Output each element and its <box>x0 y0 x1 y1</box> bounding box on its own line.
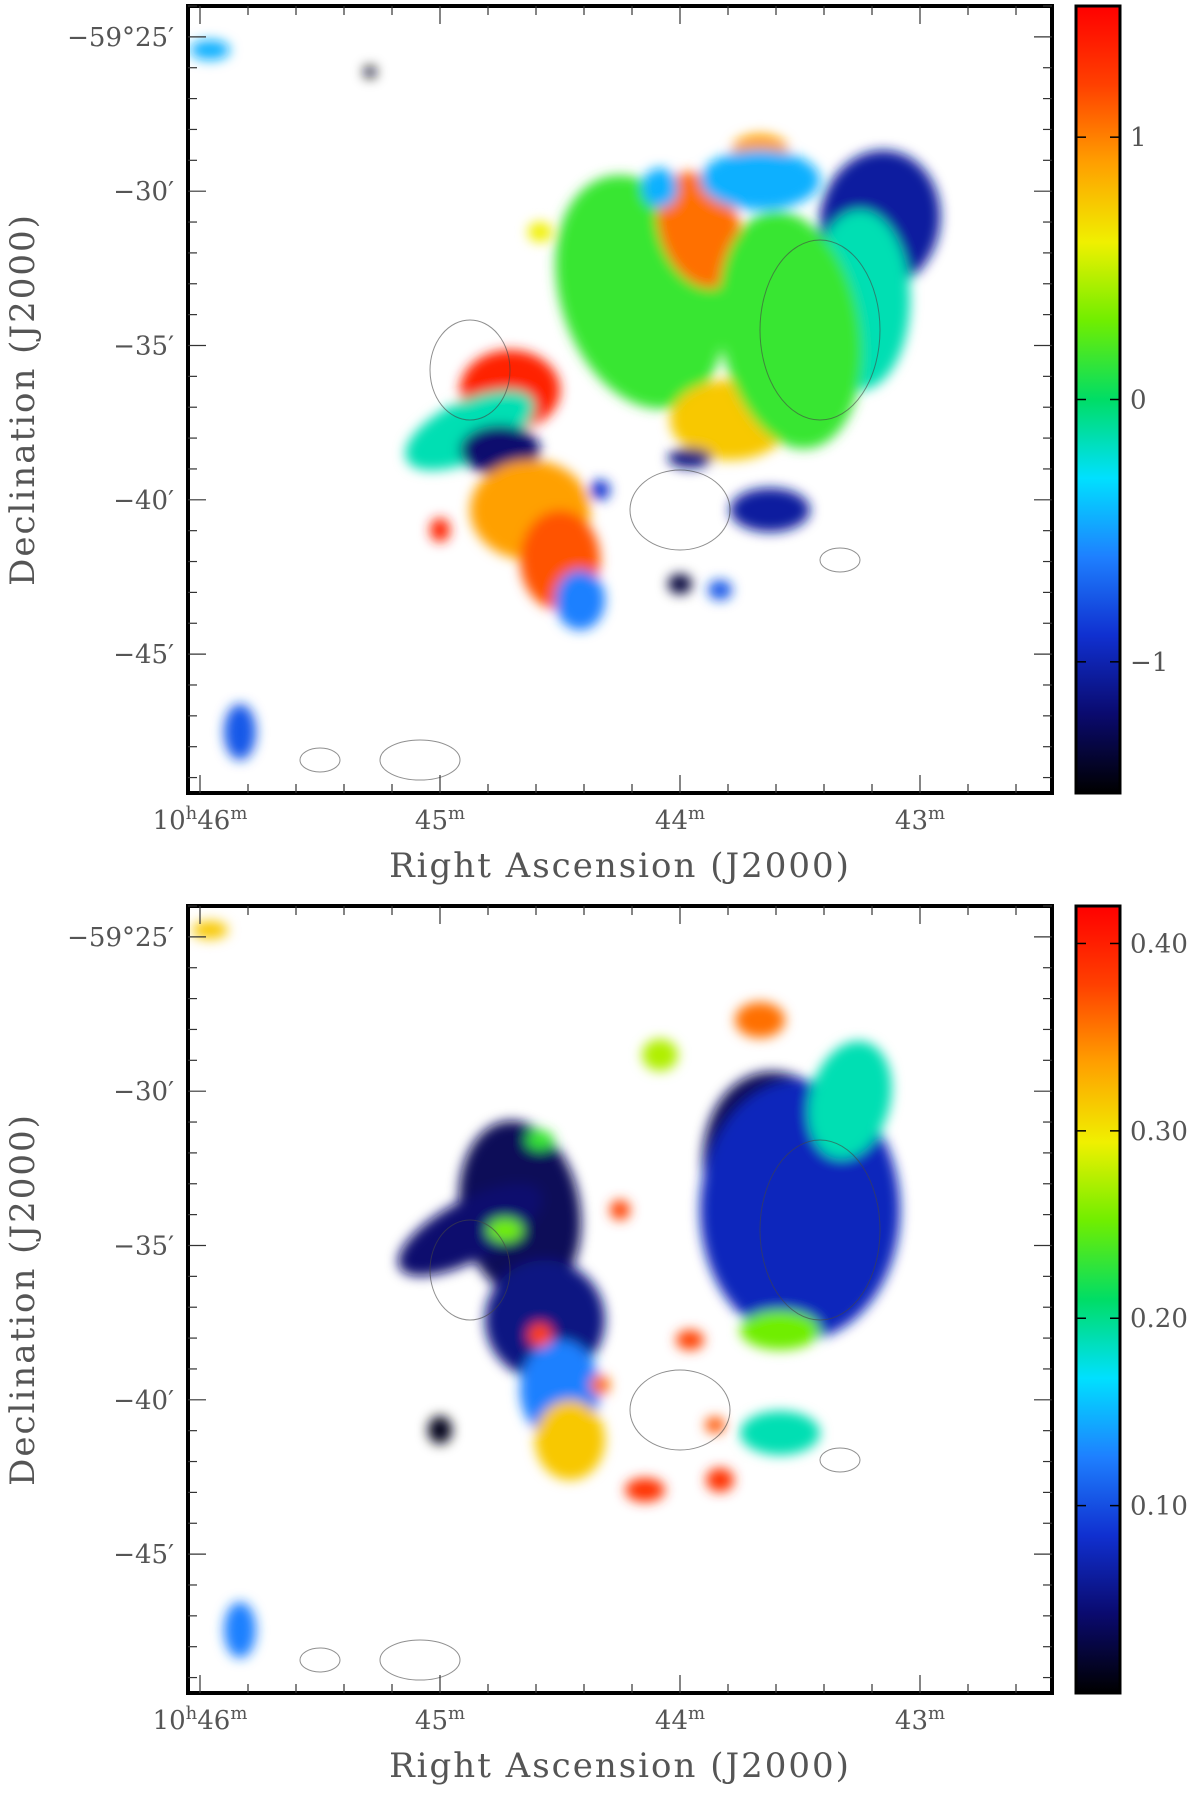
emission-region <box>397 1184 543 1276</box>
x-tick-label: 10h46m <box>153 1703 248 1736</box>
y-tick-label: −59°25′ <box>67 23 174 53</box>
y-tick-label: −35′ <box>113 331 174 361</box>
x-tick-label: 44m <box>655 803 705 836</box>
contour-line <box>429 319 511 421</box>
colorbar-tick-label: 0 <box>1130 386 1147 416</box>
emission-region <box>700 150 820 210</box>
plot-frame <box>186 4 1054 795</box>
x-axis-label: Right Ascension (J2000) <box>389 1746 851 1786</box>
y-tick-label: −30′ <box>113 1077 174 1107</box>
y-tick-label: −35′ <box>113 1231 174 1261</box>
map-background <box>188 906 1052 1693</box>
emission-region <box>528 222 552 242</box>
emission-region <box>740 1310 820 1350</box>
emission-region <box>642 168 678 208</box>
contour-line <box>819 547 861 573</box>
y-tick-label: −59°25′ <box>67 923 174 953</box>
y-tick-label: −30′ <box>113 177 174 207</box>
emission-region <box>642 1039 678 1071</box>
contour-line <box>299 747 341 773</box>
emission-region <box>190 40 230 60</box>
emission-region <box>405 389 535 471</box>
x-axis-label: Right Ascension (J2000) <box>389 846 851 886</box>
top-panel: −59°25′ −30′ −35′ −40′ −45′ 10h46m 45m 44m 43m Ri… <box>0 0 1200 900</box>
contour-line <box>629 1369 731 1451</box>
bottom-panel: −59°25′ −30′ −35′ −40′ −45′ 10h46m 45m 44m 43m Ri… <box>0 900 1200 1800</box>
emission-region <box>808 1041 892 1159</box>
x-tick-label: 45m <box>415 803 465 836</box>
colorbar-tick-label: 0.40 <box>1130 929 1188 959</box>
contour-line <box>379 1639 461 1681</box>
y-tick-label: −45′ <box>113 640 174 670</box>
emission-region <box>364 66 376 78</box>
emission-region <box>590 480 610 500</box>
x-tick-label: 43m <box>895 803 945 836</box>
colorbar-tick-label: 0.10 <box>1130 1492 1188 1522</box>
emission-region <box>224 1602 256 1658</box>
emission-region <box>590 1375 610 1395</box>
y-axis-label: Declination (J2000) <box>3 213 43 586</box>
contour-line <box>629 469 731 551</box>
emission-region <box>708 580 732 600</box>
emission-region <box>428 1416 452 1444</box>
colorbar-tick-label: 0.30 <box>1130 1117 1188 1147</box>
contour-line <box>759 1139 881 1321</box>
x-tick-label: 44m <box>655 1703 705 1736</box>
emission-region <box>730 488 810 532</box>
y-tick-label: −40′ <box>113 486 174 516</box>
emission-region <box>526 1130 554 1150</box>
emission-layer <box>192 921 900 1681</box>
emission-layer <box>190 40 941 781</box>
contour-line <box>819 1447 861 1473</box>
emission-region <box>735 1002 785 1038</box>
colorbar-tick-label: −1 <box>1130 648 1168 678</box>
colorbar-tick-label: 1 <box>1130 123 1147 153</box>
colorbar-tick-label: 0.20 <box>1130 1304 1188 1334</box>
emission-region <box>535 1400 605 1480</box>
emission-region <box>676 1330 704 1350</box>
contour-line <box>379 739 461 781</box>
y-tick-label: −45′ <box>113 1540 174 1570</box>
emission-region <box>668 448 712 468</box>
plot-frame <box>186 904 1054 1695</box>
emission-region <box>528 1323 552 1347</box>
emission-region <box>625 1478 665 1502</box>
map-background <box>188 6 1052 793</box>
top-map-chart: −59°25′ −30′ −35′ −40′ −45′ 10h46m 45m 44m 43m Ri… <box>3 4 1168 886</box>
emission-region <box>740 1411 820 1455</box>
emission-region <box>610 1200 630 1220</box>
contour-line <box>759 239 881 421</box>
emission-region <box>487 1218 523 1242</box>
contour-line <box>299 1647 341 1673</box>
emission-region <box>430 518 450 542</box>
emission-region <box>192 921 228 939</box>
x-tick-label: 43m <box>895 1703 945 1736</box>
emission-region <box>224 704 256 760</box>
x-tick-label: 45m <box>415 1703 465 1736</box>
contour-line <box>429 1219 511 1321</box>
emission-region <box>668 574 692 594</box>
emission-region <box>706 1468 734 1492</box>
emission-region <box>705 1417 725 1433</box>
y-axis-label: Declination (J2000) <box>3 1113 43 1486</box>
bottom-map-chart: −59°25′ −30′ −35′ −40′ −45′ 10h46m 45m 44m 43m Ri… <box>3 904 1188 1786</box>
emission-region <box>555 570 605 630</box>
y-tick-label: −40′ <box>113 1386 174 1416</box>
colorbar <box>1074 904 1122 1695</box>
emission-region <box>717 211 863 449</box>
x-tick-label: 10h46m <box>153 803 248 836</box>
